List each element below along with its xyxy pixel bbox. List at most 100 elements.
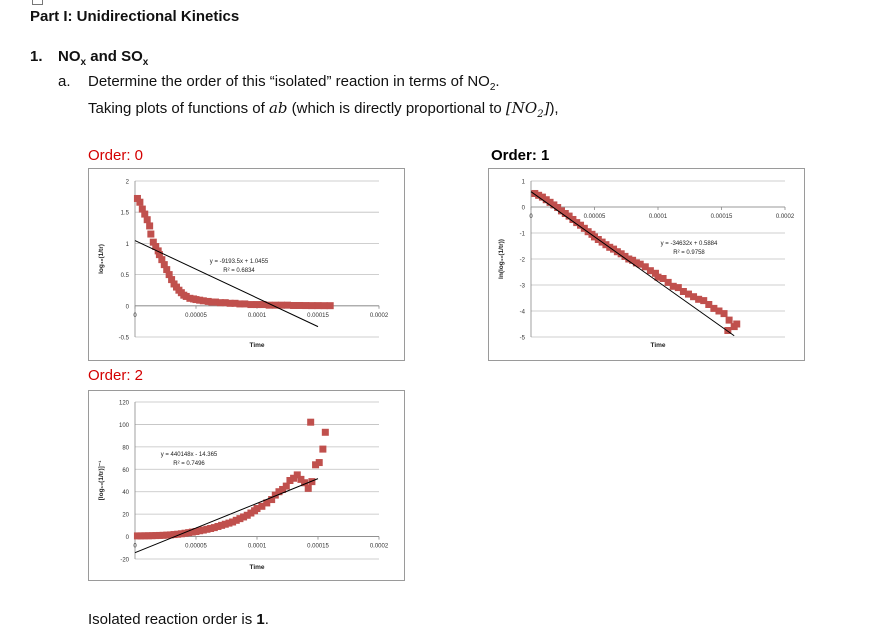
y-tick-label: 40 [122, 490, 129, 496]
qa-text-prefix: Determine the order of this “isolated” r… [88, 73, 490, 90]
conclusion-value: 1 [256, 611, 265, 628]
data-point [695, 295, 703, 303]
x-tick-label: 0.0001 [248, 313, 267, 319]
data-point [315, 459, 323, 467]
data-point [259, 301, 267, 309]
x-tick-label: 0.00005 [185, 544, 207, 550]
chart-order-1: -5 -4 -3 -2 -1 0 1 0 0.00005 0.0001 0.00015 0.0002 T… [488, 168, 805, 361]
data-point [138, 205, 146, 213]
data-point [321, 428, 329, 436]
conclusion-suffix: . [264, 611, 269, 628]
data-point [293, 471, 301, 479]
data-point [296, 301, 304, 309]
data-point [196, 296, 204, 304]
chart-order-2: -20 0 20 40 60 80 100 120 0 0.00005 0.0001 0.00015 0… [88, 390, 405, 581]
x-tick-label: 0.00015 [307, 313, 329, 319]
data-point [148, 532, 156, 540]
data-point [263, 499, 271, 507]
data-point [152, 243, 160, 251]
q1-title-sub1: x [80, 57, 87, 68]
data-point [165, 271, 173, 279]
data-point [204, 297, 212, 305]
data-point [152, 532, 160, 540]
data-point [621, 252, 629, 260]
conclusion-prefix: Isolated reaction order is [88, 611, 257, 628]
data-point [550, 201, 558, 209]
data-point [229, 518, 237, 526]
data-point [141, 532, 149, 540]
data-point [241, 300, 249, 308]
data-point [144, 532, 152, 540]
data-point [312, 461, 320, 469]
y-tick-label: 80 [122, 445, 129, 451]
data-point [216, 299, 224, 307]
data-point [196, 527, 204, 535]
data-point [308, 302, 316, 310]
data-point [236, 515, 244, 523]
data-point [221, 299, 229, 307]
data-point [320, 302, 328, 310]
data-point [531, 189, 539, 197]
data-point [565, 212, 573, 220]
trendline [134, 240, 319, 328]
data-point [186, 294, 194, 302]
data-point [282, 482, 290, 490]
data-point [705, 301, 713, 308]
y-tick-label: -4 [520, 310, 526, 316]
data-point [232, 516, 240, 524]
data-point [159, 531, 167, 539]
data-point [577, 221, 585, 229]
data-point [166, 531, 174, 539]
data-point [147, 230, 155, 238]
data-point [546, 198, 554, 206]
data-point [279, 485, 287, 493]
data-point [625, 255, 633, 263]
data-point [253, 301, 261, 309]
data-point [170, 531, 178, 539]
y-axis-title: log₁₀(1/tr) [98, 244, 105, 274]
x-tick-label: 0 [133, 313, 137, 319]
data-point [253, 505, 261, 513]
data-point [199, 526, 207, 534]
data-point [629, 256, 637, 264]
y-tick-label: 0 [126, 535, 130, 541]
data-point [174, 530, 182, 538]
y-tick-label: 100 [119, 423, 130, 429]
data-point [573, 219, 581, 227]
data-point [181, 529, 189, 537]
data-point [160, 261, 168, 269]
data-point [319, 445, 327, 453]
data-point [664, 278, 672, 286]
data-point [163, 531, 171, 539]
y-tick-label: 120 [119, 401, 130, 407]
qa-line2-math: ab [268, 99, 288, 117]
data-point [669, 282, 677, 290]
data-point [188, 528, 196, 536]
data-point [710, 304, 718, 312]
data-point [155, 251, 163, 259]
data-point [154, 247, 162, 255]
order-1-label: Order: 1 [491, 147, 550, 164]
data-point [265, 301, 273, 309]
y-tick-label: -3 [520, 284, 526, 290]
data-point [286, 477, 294, 484]
y-tick-label: -1 [520, 232, 526, 238]
qa-text-sub: 2 [489, 82, 496, 93]
data-point [210, 524, 218, 532]
trendline [134, 478, 319, 554]
data-point [271, 491, 279, 499]
data-point [613, 248, 621, 256]
data-point [149, 238, 157, 246]
trendline [530, 191, 735, 337]
data-point [290, 474, 298, 482]
order-0-label: Order: 0 [88, 147, 144, 164]
data-point [724, 327, 732, 334]
y-tick-label: 0 [126, 304, 130, 310]
trendline-equation: y = -9193.5x + 1.0455 [210, 259, 269, 265]
data-point [146, 222, 154, 230]
data-point [284, 301, 291, 309]
y-tick-label: 1.5 [121, 211, 130, 217]
x-tick-label: 0.0002 [776, 214, 795, 220]
data-point [275, 488, 283, 496]
data-point [301, 479, 309, 487]
